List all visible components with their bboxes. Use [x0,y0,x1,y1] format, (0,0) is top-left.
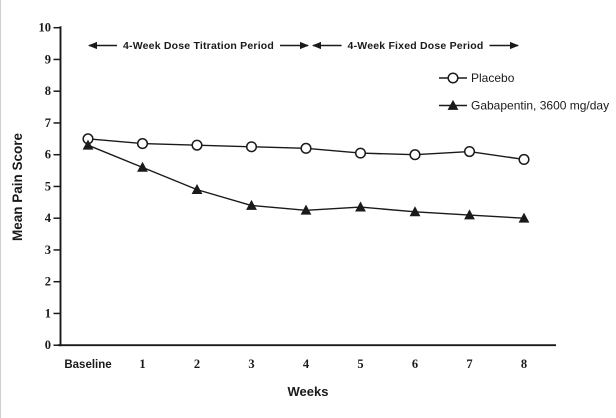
annotation-label: 4-Week Fixed Dose Period [348,40,484,52]
data-point-gabapentin-3600-mg-day-6 [409,206,421,217]
data-point-gabapentin-3600-mg-day-8 [518,212,530,223]
data-point-placebo-3 [245,141,258,153]
y-tick-label: 8 [45,84,51,98]
data-point-gabapentin-3600-mg-day-4 [300,204,312,215]
data-point-gabapentin-3600-mg-day-2 [191,184,203,195]
data-point-gabapentin-3600-mg-day-7 [464,209,475,220]
y-tick-label: 2 [45,275,51,289]
data-point-gabapentin-3600-mg-day-3 [246,199,257,210]
right-arrowhead-icon [510,41,519,50]
x-tick-label: 5 [357,357,363,371]
x-tick-label: 8 [521,357,527,371]
y-tick-label: 0 [45,338,51,352]
y-axis-title: Mean Pain Score [10,132,25,241]
series-placebo [82,133,530,166]
left-arrowhead-icon [88,41,97,50]
data-point-placebo-7 [463,145,476,158]
x-tick-label: 3 [248,357,254,371]
x-tick-label: 4 [303,357,310,371]
data-point-placebo-8 [518,153,530,166]
annotation-titration-period: 4-Week Dose Titration Period [88,40,309,52]
y-tick-label: 6 [45,148,51,162]
data-point-placebo-1 [136,138,149,150]
data-point-gabapentin-3600-mg-day-1 [137,161,148,172]
annotation-label: 4-Week Dose Titration Period [123,40,274,52]
data-point-placebo-6 [409,149,421,161]
legend-filled-triangle-icon [447,99,459,110]
y-tick-label: 9 [45,52,51,66]
y-tick-label: 10 [39,21,52,35]
legend-open-circle-icon [447,72,459,84]
x-tick-label: Baseline [64,359,111,371]
data-point-placebo-2 [191,139,203,151]
right-arrowhead-icon [300,41,309,50]
left-arrowhead-icon [312,41,321,50]
legend: Placebo Gabapentin, 3600 mg/day [439,71,609,113]
legend-label: Placebo [471,71,515,85]
series-gabapentin-3600-mg-day [82,139,530,223]
legend-label: Gabapentin, 3600 mg/day [471,99,609,113]
y-tick-label: 3 [45,243,51,257]
data-point-placebo-4 [300,142,312,154]
data-point-placebo-5 [354,147,367,159]
y-tick-label: 4 [45,211,52,225]
y-tick-label: 5 [45,179,51,193]
annotation-fixed-dose-period: 4-Week Fixed Dose Period [312,40,519,52]
x-tick-label: 1 [139,357,145,371]
y-tick-label: 7 [45,116,51,130]
x-tick-label: 7 [466,357,472,371]
y-tick-label: 1 [45,306,51,320]
data-point-gabapentin-3600-mg-day-5 [355,201,366,212]
x-tick-label: 6 [412,357,418,371]
x-axis-title: Weeks [288,384,329,399]
x-tick-label: 2 [194,357,200,371]
data-point-gabapentin-3600-mg-day-baseline [82,139,94,150]
